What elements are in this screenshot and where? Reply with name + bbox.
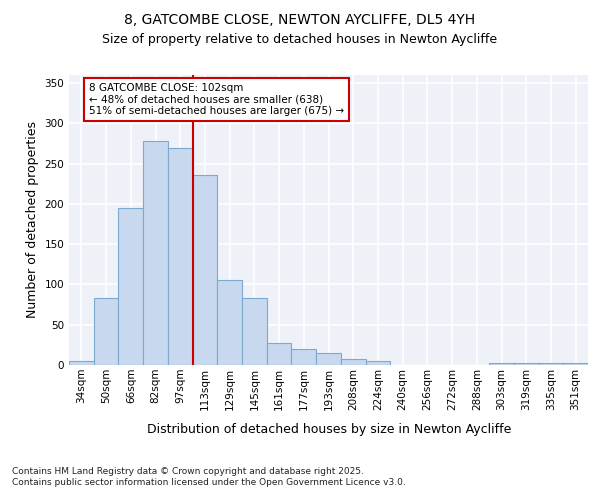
Bar [267,343,292,365]
Y-axis label: Number of detached properties: Number of detached properties [26,122,39,318]
Text: Distribution of detached houses by size in Newton Aycliffe: Distribution of detached houses by size … [146,422,511,436]
Bar [489,364,514,365]
Bar [539,364,563,365]
Bar [143,141,168,365]
Text: 8 GATCOMBE CLOSE: 102sqm
← 48% of detached houses are smaller (638)
51% of semi-: 8 GATCOMBE CLOSE: 102sqm ← 48% of detach… [89,83,344,116]
Bar [118,208,143,365]
Bar [168,148,193,365]
Bar [365,361,390,365]
Bar [563,362,588,365]
Bar [69,361,94,365]
Bar [316,353,341,365]
Bar [193,175,217,365]
Text: 8, GATCOMBE CLOSE, NEWTON AYCLIFFE, DL5 4YH: 8, GATCOMBE CLOSE, NEWTON AYCLIFFE, DL5 … [124,12,476,26]
Bar [341,358,365,365]
Text: Contains HM Land Registry data © Crown copyright and database right 2025.
Contai: Contains HM Land Registry data © Crown c… [12,468,406,487]
Bar [217,280,242,365]
Bar [242,298,267,365]
Text: Size of property relative to detached houses in Newton Aycliffe: Size of property relative to detached ho… [103,32,497,46]
Bar [94,298,118,365]
Bar [514,364,539,365]
Bar [292,349,316,365]
